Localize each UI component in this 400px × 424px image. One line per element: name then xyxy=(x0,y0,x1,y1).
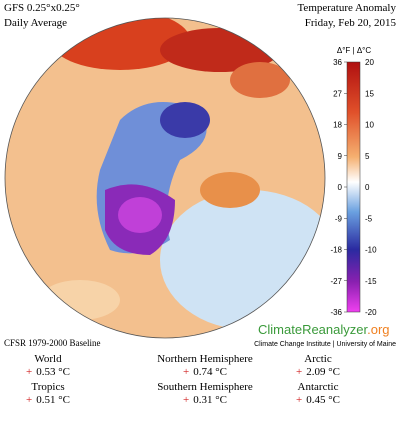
stat-number: 2.09 °C xyxy=(306,366,340,378)
tick-f: -9 xyxy=(335,214,343,223)
stat-label: Tropics xyxy=(31,381,64,393)
stat-sign: + xyxy=(26,366,32,378)
stat-number: 0.53 °C xyxy=(36,366,70,378)
stat-value: +0.45 °C xyxy=(296,394,340,406)
brand: ClimateReanalyzer.org xyxy=(258,322,390,337)
stat-number: 0.74 °C xyxy=(193,366,227,378)
baseline: CFSR 1979-2000 Baseline xyxy=(4,338,101,348)
tick-f: 9 xyxy=(338,152,343,161)
tick-f: 27 xyxy=(333,89,342,98)
title: Temperature Anomaly xyxy=(297,2,396,14)
stat-number: 0.31 °C xyxy=(193,394,227,406)
model: GFS 0.25°x0.25° xyxy=(4,2,80,14)
brand-name: ClimateReanalyzer xyxy=(258,322,368,337)
stat-label: Southern Hemisphere xyxy=(157,381,253,393)
tick-f: -27 xyxy=(330,277,342,286)
tick-c: 15 xyxy=(365,89,374,98)
stat-sign: + xyxy=(26,394,32,406)
tick-c: -15 xyxy=(365,277,377,286)
tick-c: -10 xyxy=(365,246,377,255)
colorbar xyxy=(346,61,361,313)
tick-f: 0 xyxy=(338,183,343,192)
stat-sign: + xyxy=(183,394,189,406)
stat-label: World xyxy=(34,353,62,365)
tick-c: -20 xyxy=(365,308,377,317)
stat-label: Arctic xyxy=(304,353,332,365)
tick-f: 36 xyxy=(333,58,342,67)
tick-c: 5 xyxy=(365,152,370,161)
period: Daily Average xyxy=(4,17,67,29)
stat-sign: + xyxy=(296,366,302,378)
stat-value: +0.74 °C xyxy=(183,366,227,378)
stat-value: +0.51 °C xyxy=(26,394,70,406)
tick-f: 18 xyxy=(333,121,342,130)
colorbar-header: Δ°F | Δ°C xyxy=(337,46,371,55)
stat-number: 0.51 °C xyxy=(36,394,70,406)
globe xyxy=(5,18,325,338)
globe-outline xyxy=(4,17,326,339)
colorbar-ticks: 36 20 27 15 18 10 9 5 0 0 -9 -5 -18 -10 -27 -15 -36 -20 xyxy=(330,58,377,317)
stat-label: Antarctic xyxy=(298,381,339,393)
tick-c: 20 xyxy=(365,58,374,67)
institute: Climate Change Institute | University of… xyxy=(254,341,396,348)
tick-f: -18 xyxy=(330,246,342,255)
date: Friday, Feb 20, 2015 xyxy=(305,17,397,29)
tick-c: 10 xyxy=(365,121,374,130)
tick-f: -36 xyxy=(330,308,342,317)
tick-c: -5 xyxy=(365,214,373,223)
stat-sign: + xyxy=(296,394,302,406)
stat-value: +0.53 °C xyxy=(26,366,70,378)
stat-sign: + xyxy=(183,366,189,378)
stat-label: Northern Hemisphere xyxy=(157,353,253,365)
stat-value: +2.09 °C xyxy=(296,366,340,378)
brand-suffix: .org xyxy=(367,322,389,337)
tick-c: 0 xyxy=(365,183,370,192)
stat-number: 0.45 °C xyxy=(306,394,340,406)
stat-value: +0.31 °C xyxy=(183,394,227,406)
